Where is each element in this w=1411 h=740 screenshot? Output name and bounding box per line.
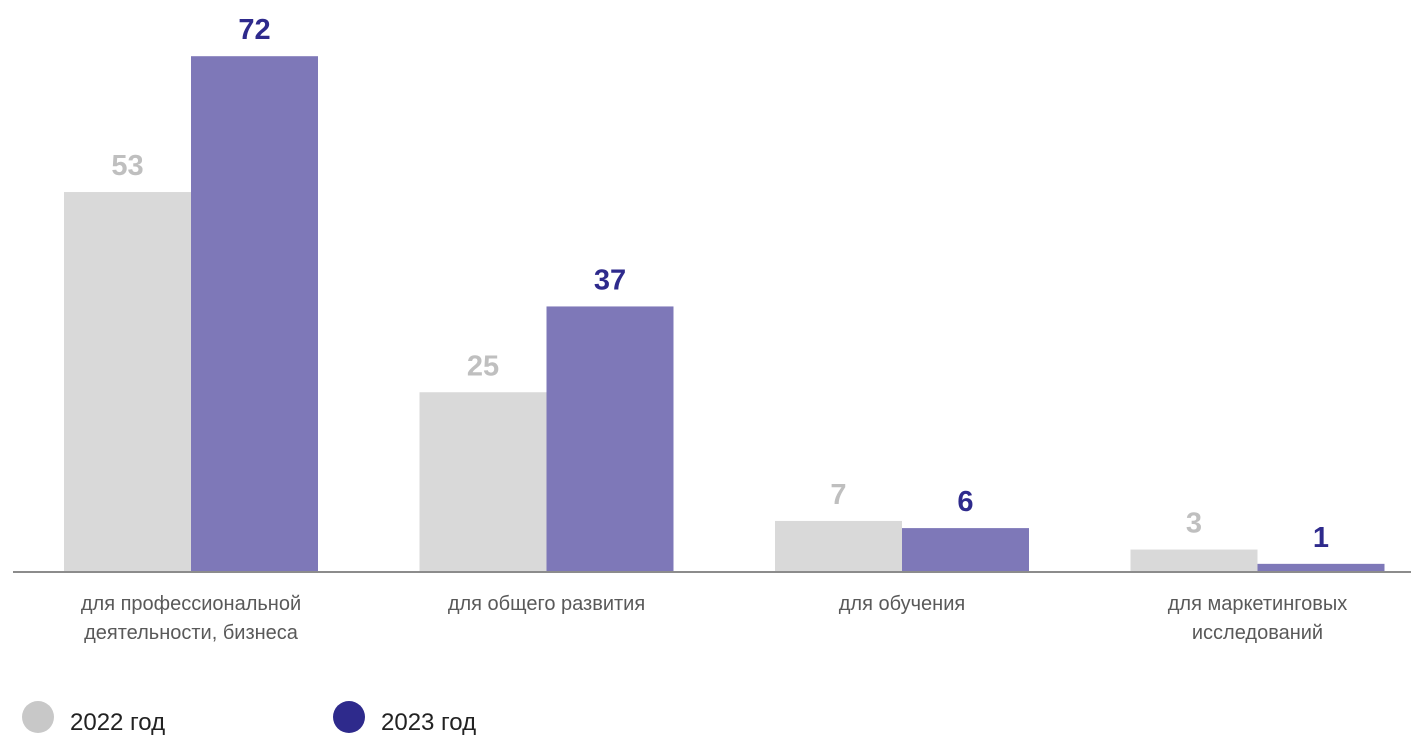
legend-swatch-2022 [22, 701, 54, 733]
data-label-2022-3: 3 [1186, 508, 1202, 540]
category-label-2-line-0: для обучения [839, 593, 965, 615]
bar-2022-1 [419, 392, 547, 571]
data-label-2023-0: 72 [238, 14, 270, 46]
data-label-2022-2: 7 [830, 479, 846, 511]
bar-2022-0 [64, 192, 191, 572]
category-label-0-line-0: для профессиональной [81, 593, 301, 615]
bar-chart: 53 72 для профессиональной деятельности, би… [13, 14, 1411, 644]
data-label-2022-0: 53 [111, 150, 143, 182]
bar-2023-2 [902, 528, 1029, 571]
category-label-1-line-0: для общего развития [448, 593, 645, 615]
category-label-3-line-1: исследований [1192, 622, 1323, 644]
legend-item-2023: 2023 год [333, 700, 476, 736]
bar-2022-2 [775, 520, 902, 571]
data-label-2022-1: 25 [467, 350, 499, 382]
bar-2023-0 [191, 56, 318, 571]
data-label-2023-1: 37 [594, 264, 626, 296]
legend-label-2023: 2023 год [381, 709, 477, 736]
category-label-3-line-0: для маркетинговых [1168, 593, 1348, 615]
category-label-0-line-1: деятельности, бизнеса [84, 622, 299, 644]
data-label-2023-2: 6 [957, 486, 973, 518]
legend-label-2022: 2022 год [70, 709, 166, 736]
legend-swatch-2023 [333, 701, 365, 733]
bar-2022-3 [1130, 549, 1258, 571]
bar-2023-1 [546, 306, 674, 571]
bar-2023-3 [1257, 563, 1385, 571]
legend-item-2022: 2022 год [22, 700, 165, 736]
data-label-2023-3: 1 [1313, 522, 1329, 554]
